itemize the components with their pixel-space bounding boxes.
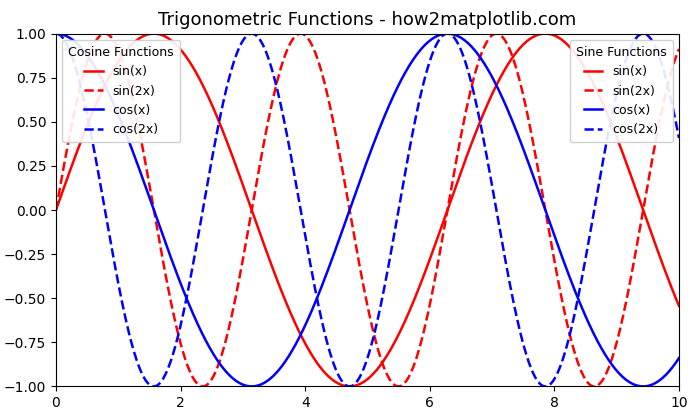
- cos(2x): [150, 384, 158, 389]
- cos(x): [248, 384, 256, 389]
- sin(x): [116, 57, 124, 62]
- sin(x): [327, 376, 335, 381]
- Line: sin(x): sin(x): [56, 34, 679, 386]
- sin(2x): [492, 31, 500, 36]
- Legend: sin(x), sin(2x), cos(x), cos(2x): sin(x), sin(2x), cos(x), cos(2x): [570, 40, 673, 142]
- cos(x): [550, 231, 558, 236]
- sin(x): [304, 347, 313, 352]
- sin(x): [346, 384, 354, 389]
- cos(2x): [327, 354, 335, 359]
- sin(x): [52, 207, 60, 213]
- Line: cos(2x): cos(2x): [56, 34, 679, 386]
- sin(2x): [590, 384, 598, 389]
- cos(x): [480, 61, 489, 66]
- sin(2x): [538, 191, 547, 196]
- sin(x): [550, 33, 559, 38]
- cos(2x): [550, 378, 558, 383]
- cos(x): [675, 355, 683, 360]
- cos(x): [327, 259, 335, 264]
- cos(x): [304, 315, 313, 320]
- cos(2x): [52, 31, 60, 36]
- cos(x): [538, 200, 547, 205]
- sin(2x): [304, 36, 312, 41]
- sin(2x): [52, 207, 60, 213]
- sin(2x): [326, 105, 335, 110]
- cos(2x): [538, 383, 547, 388]
- sin(2x): [675, 47, 683, 52]
- cos(x): [52, 31, 60, 36]
- Line: sin(2x): sin(2x): [56, 34, 679, 386]
- sin(2x): [480, 45, 488, 50]
- sin(x): [675, 303, 683, 308]
- sin(x): [539, 31, 547, 36]
- cos(2x): [480, 142, 489, 147]
- cos(2x): [116, 288, 124, 293]
- Line: cos(x): cos(x): [56, 34, 679, 386]
- sin(x): [150, 31, 158, 36]
- sin(2x): [550, 254, 558, 259]
- cos(2x): [304, 252, 313, 257]
- Title: Trigonometric Functions - how2matplotlib.com: Trigonometric Functions - how2matplotlib…: [158, 11, 577, 29]
- sin(2x): [116, 50, 124, 55]
- cos(2x): [675, 136, 683, 141]
- sin(x): [481, 108, 489, 113]
- cos(x): [116, 116, 124, 121]
